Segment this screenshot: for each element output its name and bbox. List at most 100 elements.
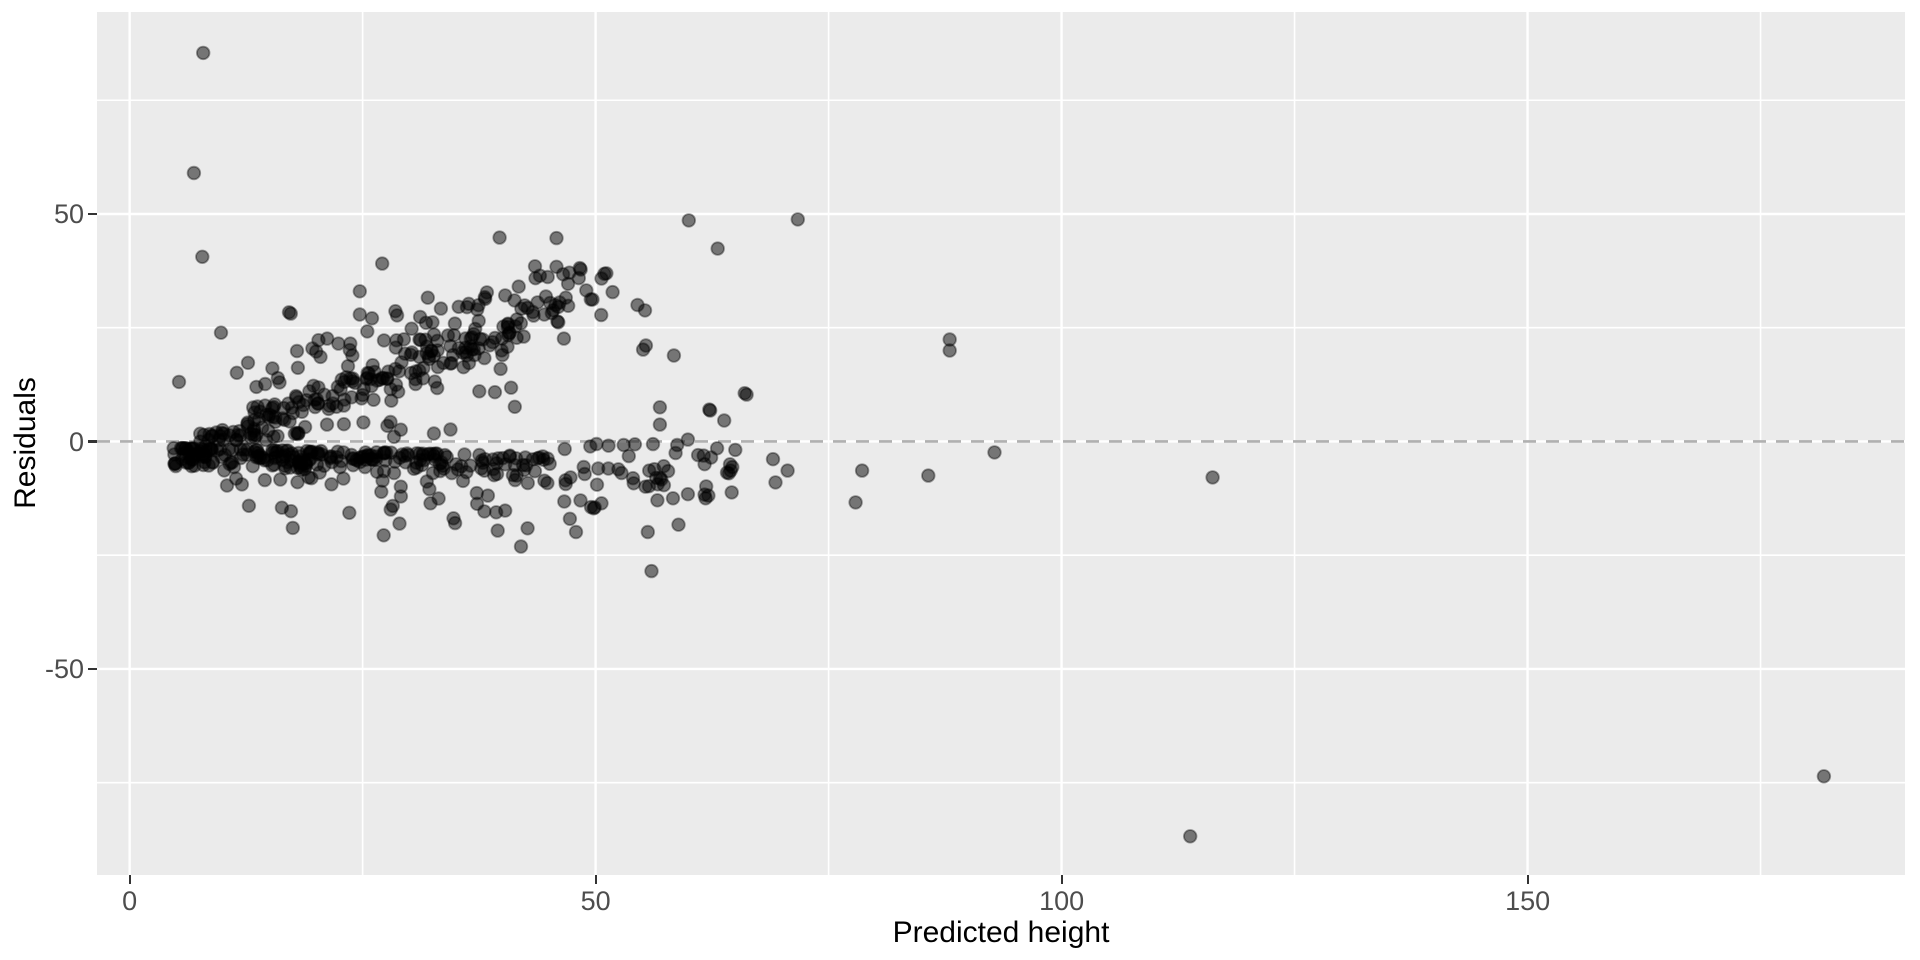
data-point xyxy=(645,436,661,452)
data-point xyxy=(228,471,244,486)
data-point xyxy=(605,284,620,300)
data-point xyxy=(467,347,482,363)
data-point xyxy=(641,479,657,494)
data-point xyxy=(557,494,572,509)
data-point xyxy=(383,414,398,430)
data-point xyxy=(472,384,487,399)
data-point xyxy=(420,447,436,462)
data-point xyxy=(178,449,194,464)
data-point xyxy=(652,417,668,432)
data-point xyxy=(670,437,685,453)
x-tick-label: 150 xyxy=(1505,886,1551,916)
data-point xyxy=(728,442,743,458)
data-point xyxy=(555,267,571,282)
data-point xyxy=(289,343,305,359)
data-point xyxy=(589,436,604,452)
y-tick-mark xyxy=(88,667,97,670)
data-point xyxy=(507,472,523,488)
data-point xyxy=(1182,829,1198,844)
data-point xyxy=(621,448,637,464)
data-point xyxy=(710,241,725,256)
data-point xyxy=(216,463,232,478)
data-point xyxy=(307,399,323,415)
data-point xyxy=(494,343,509,358)
data-point xyxy=(765,452,781,467)
data-point xyxy=(790,212,806,227)
data-point xyxy=(222,428,237,443)
data-point xyxy=(336,445,351,460)
data-point xyxy=(213,325,229,340)
data-point xyxy=(257,376,273,392)
data-point xyxy=(419,345,434,361)
data-point xyxy=(703,403,718,418)
data-point xyxy=(562,511,578,527)
data-point xyxy=(493,361,508,377)
data-point xyxy=(383,502,398,517)
data-point xyxy=(585,292,600,307)
data-point xyxy=(306,378,321,394)
data-point xyxy=(201,458,217,473)
data-point xyxy=(594,307,609,323)
data-point xyxy=(549,230,564,246)
data-point xyxy=(301,470,316,485)
data-point xyxy=(520,475,536,491)
data-point xyxy=(848,495,863,510)
data-point xyxy=(376,528,391,543)
data-point xyxy=(261,423,276,438)
data-point xyxy=(352,284,368,299)
data-point xyxy=(201,432,216,448)
data-point xyxy=(342,505,357,521)
data-point xyxy=(236,442,252,457)
data-point xyxy=(446,511,461,526)
data-point xyxy=(540,475,555,491)
data-point xyxy=(589,477,605,492)
data-point xyxy=(323,451,338,466)
data-point xyxy=(374,484,389,500)
data-point xyxy=(394,355,409,370)
data-point xyxy=(557,441,572,457)
data-point xyxy=(311,333,326,348)
y-tick-label: -50 xyxy=(44,653,84,684)
data-point xyxy=(561,298,576,314)
data-point xyxy=(987,445,1002,460)
data-point xyxy=(500,320,516,335)
data-point xyxy=(343,336,358,351)
data-point xyxy=(313,349,328,365)
x-tick-label: 50 xyxy=(580,886,611,916)
data-point xyxy=(356,415,371,430)
data-point xyxy=(489,505,504,520)
data-point xyxy=(217,447,233,463)
data-point xyxy=(388,304,403,319)
data-point xyxy=(921,468,936,483)
data-point xyxy=(283,306,299,321)
data-point xyxy=(490,523,505,538)
data-point xyxy=(171,374,187,390)
data-point xyxy=(650,493,665,508)
data-point xyxy=(336,417,352,432)
data-point xyxy=(487,330,503,346)
data-point xyxy=(365,358,380,373)
data-point xyxy=(739,387,754,402)
data-point xyxy=(1816,769,1832,784)
data-point xyxy=(422,481,437,497)
data-point xyxy=(427,374,443,389)
data-point xyxy=(324,477,339,492)
data-point xyxy=(275,452,290,468)
data-point xyxy=(503,380,519,395)
data-point xyxy=(357,459,373,475)
data-point xyxy=(352,307,368,322)
data-point xyxy=(665,491,681,506)
data-point xyxy=(638,338,654,353)
data-point xyxy=(388,340,404,355)
data-point xyxy=(652,400,668,415)
data-point xyxy=(241,498,257,514)
data-point xyxy=(563,470,578,485)
x-tick-label: 100 xyxy=(1039,886,1085,916)
scatter-svg xyxy=(97,12,1905,875)
data-point xyxy=(461,296,476,312)
data-point xyxy=(272,375,287,390)
data-point xyxy=(616,437,631,453)
data-point xyxy=(386,429,402,445)
data-point xyxy=(376,445,391,461)
data-point xyxy=(336,471,351,486)
